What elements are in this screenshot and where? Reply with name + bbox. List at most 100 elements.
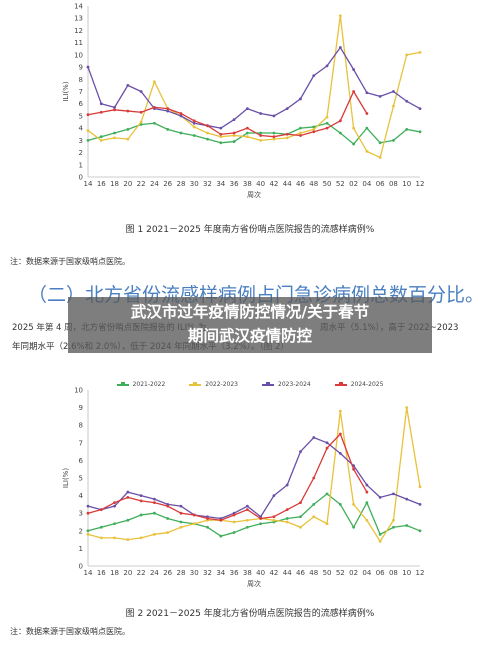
y-tick-label: 7 — [79, 88, 83, 96]
data-point-2022-2023 — [245, 518, 249, 522]
data-point-2021-2022 — [392, 138, 395, 142]
data-point-2024-2025 — [192, 513, 196, 517]
x-tick-label: 10 — [402, 180, 411, 188]
legend-label: 2024-2025 — [350, 381, 384, 388]
data-point-2021-2022 — [418, 130, 422, 134]
legend-item-2024-2025: 2024-2025 — [334, 381, 384, 388]
x-tick-label: 22 — [137, 180, 146, 188]
data-point-2021-2022 — [418, 529, 422, 533]
series-line-2024-2025 — [87, 90, 368, 138]
data-point-2021-2022 — [232, 531, 236, 534]
y-tick-label: 9 — [79, 64, 83, 72]
data-point-2022-2023 — [272, 137, 276, 141]
x-tick-label: 34 — [216, 569, 225, 577]
data-point-2022-2023 — [299, 131, 302, 135]
data-point-2024-2025 — [219, 132, 223, 136]
data-point-2022-2023 — [86, 532, 90, 536]
data-point-2024-2025 — [166, 107, 170, 110]
x-tick-label: 02 — [349, 569, 358, 577]
x-tick-label: 04 — [362, 569, 371, 577]
data-point-2022-2023 — [153, 532, 156, 536]
y-tick-label: 6 — [79, 457, 84, 465]
data-point-2021-2022 — [338, 131, 342, 135]
x-tick-label: 24 — [150, 180, 159, 188]
data-point-2021-2022 — [352, 525, 355, 529]
data-point-2022-2023 — [312, 515, 316, 519]
data-point-2024-2025 — [126, 109, 130, 113]
y-tick-label: 10 — [74, 51, 83, 59]
data-point-2021-2022 — [99, 525, 103, 529]
x-tick-label: 30 — [190, 180, 199, 188]
data-point-2022-2023 — [232, 520, 236, 524]
x-tick-label: 20 — [123, 569, 132, 577]
data-point-2022-2023 — [259, 138, 263, 142]
x-tick-label: 46 — [296, 569, 305, 577]
data-point-2022-2023 — [338, 409, 342, 413]
data-point-2022-2023 — [365, 518, 369, 522]
data-point-2022-2023 — [206, 131, 209, 135]
data-point-2023-2024 — [139, 90, 143, 93]
data-point-2023-2024 — [126, 83, 130, 87]
data-point-2022-2023 — [325, 115, 329, 119]
data-point-2022-2023 — [378, 539, 382, 543]
x-tick-label: 32 — [203, 180, 212, 188]
legend-swatch — [116, 382, 129, 386]
x-tick-label: 50 — [323, 180, 332, 188]
data-point-2023-2024 — [352, 68, 355, 71]
data-point-2024-2025 — [232, 131, 236, 135]
y-tick-label: 0 — [79, 563, 83, 571]
data-point-2023-2024 — [338, 451, 342, 455]
x-tick-label: 50 — [323, 569, 332, 577]
y-tick-label: 4 — [79, 125, 84, 133]
data-point-2023-2024 — [392, 492, 395, 496]
x-tick-label: 32 — [203, 569, 212, 577]
x-tick-label: 52 — [336, 180, 345, 188]
data-point-2022-2023 — [245, 135, 249, 139]
data-point-2022-2023 — [392, 518, 395, 522]
x-tick-label: 12 — [416, 569, 425, 577]
data-point-2023-2024 — [153, 497, 156, 501]
data-point-2023-2024 — [325, 441, 329, 445]
data-point-2023-2024 — [378, 495, 382, 499]
data-point-2021-2022 — [325, 121, 329, 125]
figure2-note: 注：数据来源于国家级哨点医院。 — [10, 627, 130, 636]
y-tick-label: 6 — [79, 100, 84, 108]
data-point-2023-2024 — [219, 126, 223, 130]
data-point-2022-2023 — [113, 136, 116, 140]
y-tick-label: 8 — [79, 76, 83, 84]
data-point-2024-2025 — [352, 90, 355, 93]
data-point-2022-2023 — [113, 536, 116, 540]
overlay-title-line-2[interactable]: 期间武汉疫情防控 — [187, 327, 312, 345]
data-point-2023-2024 — [312, 74, 316, 78]
y-tick-label: 5 — [79, 475, 83, 483]
data-point-2021-2022 — [86, 138, 90, 142]
data-point-2023-2024 — [113, 504, 116, 508]
data-point-2024-2025 — [86, 113, 90, 117]
data-point-2023-2024 — [378, 94, 382, 98]
data-point-2023-2024 — [299, 450, 302, 453]
data-point-2024-2025 — [126, 495, 130, 499]
data-point-2022-2023 — [418, 51, 422, 54]
y-tick-label: 2 — [79, 527, 83, 535]
data-point-2022-2023 — [365, 149, 369, 153]
overlay-title-line-1[interactable]: 武汉市过年疫情防控情况/关于春节 — [130, 303, 370, 321]
y-tick-label: 3 — [79, 510, 83, 518]
data-point-2022-2023 — [285, 520, 289, 524]
y-tick-label: 5 — [79, 112, 83, 120]
data-point-2021-2022 — [179, 520, 183, 524]
data-point-2021-2022 — [166, 517, 170, 520]
data-point-2021-2022 — [153, 511, 156, 515]
data-point-2021-2022 — [126, 127, 130, 131]
data-point-2023-2024 — [405, 497, 409, 501]
data-point-2023-2024 — [365, 91, 369, 95]
x-tick-label: 08 — [389, 180, 398, 188]
data-point-2022-2023 — [325, 522, 329, 526]
legend-swatch — [262, 382, 274, 386]
data-point-2021-2022 — [392, 525, 395, 529]
data-point-2022-2023 — [126, 538, 130, 541]
series-line-2023-2024 — [87, 46, 421, 129]
data-point-2023-2024 — [245, 504, 249, 508]
data-point-2021-2022 — [352, 142, 355, 146]
data-point-2024-2025 — [153, 501, 156, 505]
x-tick-label: 02 — [349, 180, 358, 188]
